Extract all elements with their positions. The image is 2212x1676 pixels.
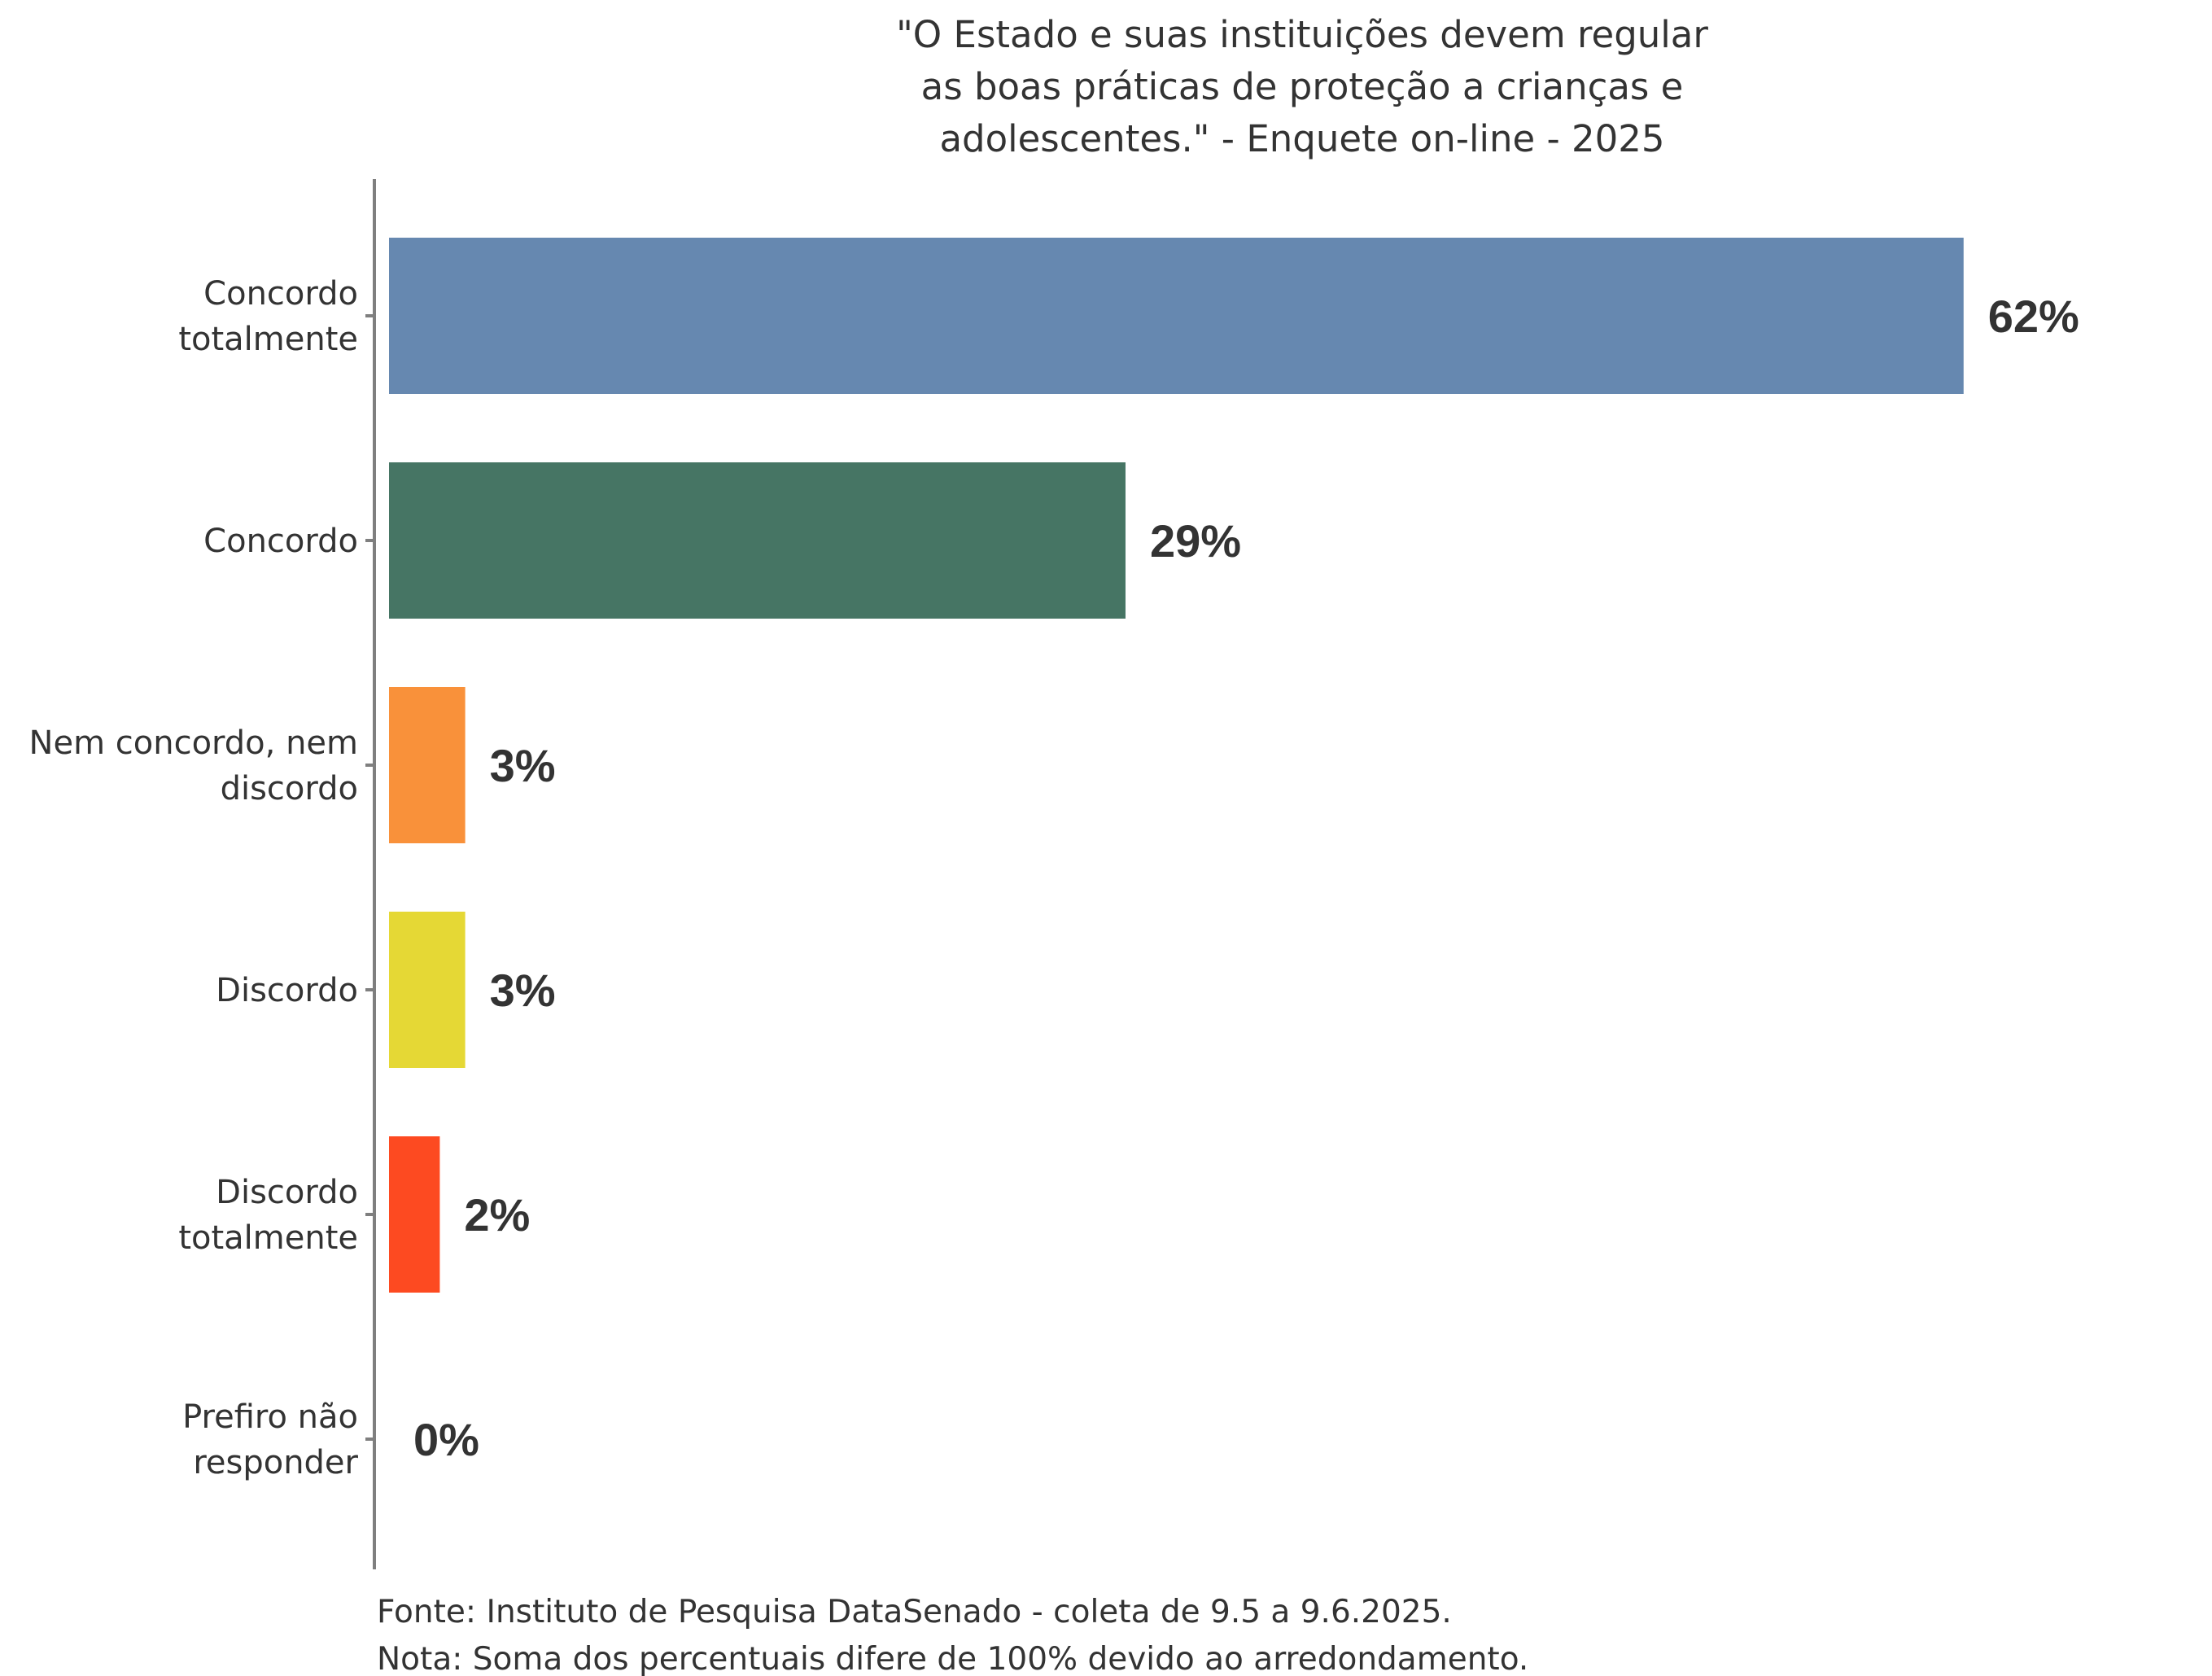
category-label: totalmente (178, 1219, 358, 1257)
category-label: Prefiro não (182, 1398, 358, 1436)
category-label: responder (193, 1444, 358, 1481)
bar (389, 238, 1964, 394)
chart-title: "O Estado e suas instituições devem regu… (896, 13, 1708, 160)
chart-footer: Fonte: Instituto de Pesquisa DataSenado … (377, 1594, 1528, 1676)
value-label: 62% (1988, 291, 2079, 342)
bar (389, 462, 1126, 619)
value-label: 2% (464, 1189, 530, 1241)
category-labels: Concordo totalmente Concordo Nem concordo, … (29, 275, 359, 1481)
chart-title-line: "O Estado e suas instituições devem regu… (896, 13, 1708, 56)
category-label: Discordo (216, 1174, 358, 1211)
bar (389, 687, 466, 843)
chart-title-line: adolescentes." - Enquete on-line - 2025 (939, 117, 1664, 160)
value-labels: 62% 29% 3% 3% 2% 0% (413, 291, 2079, 1465)
value-label: 3% (490, 965, 556, 1016)
category-label: Concordo (203, 523, 358, 560)
source-note: Fonte: Instituto de Pesquisa DataSenado … (377, 1594, 1452, 1630)
value-label: 0% (413, 1414, 479, 1465)
category-label: Discordo (216, 972, 358, 1009)
footnote: Nota: Soma dos percentuais difere de 100… (377, 1641, 1528, 1676)
y-axis (365, 179, 376, 1569)
bar (389, 912, 466, 1068)
category-label: Nem concordo, nem (29, 724, 358, 762)
bars (389, 238, 1964, 1293)
category-label: discordo (221, 770, 358, 807)
chart-title-line: as boas práticas de proteção a crianças … (921, 65, 1684, 108)
category-label: totalmente (178, 321, 358, 358)
bar (389, 1136, 440, 1293)
category-label: Concordo (203, 275, 358, 313)
value-label: 29% (1150, 515, 1241, 567)
value-label: 3% (490, 740, 556, 791)
